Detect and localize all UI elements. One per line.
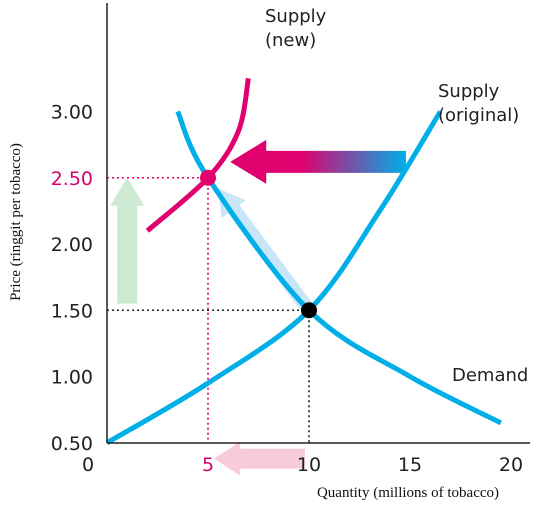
supply-original-label: Supply xyxy=(438,81,500,102)
x-tick-label: 10 xyxy=(297,454,321,476)
original-equilibrium-point xyxy=(301,302,317,319)
x-tick-label: 20 xyxy=(499,454,523,476)
annotation-arrows xyxy=(110,139,406,476)
y-axis-title: Price (ringgit per tobacco) xyxy=(8,143,24,301)
supply-shift-arrow xyxy=(230,139,406,184)
y-tick-label: 1.00 xyxy=(51,367,93,389)
supply-new-label: (new) xyxy=(265,30,316,51)
y-tick-label: 1.50 xyxy=(51,300,93,322)
curves xyxy=(105,77,503,445)
supply-new-label: Supply xyxy=(265,6,327,27)
demand-label: Demand xyxy=(452,365,528,386)
x-axis-title: Quantity (millions of tobacco) xyxy=(317,485,499,501)
supply-new-curve xyxy=(145,77,251,233)
curve-labels: Supply (original) Supply (new) Demand xyxy=(265,6,528,386)
price-up-arrow xyxy=(110,177,145,304)
x-tick-label: 5 xyxy=(202,454,214,476)
quantity-down-arrow xyxy=(214,441,305,476)
y-tick-label: 0.50 xyxy=(51,433,93,455)
axis-ticks: 0.50 1.00 1.50 2.00 2.50 3.00 0 5 10 15 20 xyxy=(51,102,523,477)
x-tick-label: 0 xyxy=(82,454,94,476)
x-tick-label: 15 xyxy=(398,454,422,476)
y-tick-label: 2.00 xyxy=(51,234,93,256)
y-tick-label: 2.50 xyxy=(51,168,93,190)
new-equilibrium-point xyxy=(200,169,216,186)
supply-original-label: (original) xyxy=(438,105,519,126)
movement-along-demand-arrow xyxy=(218,188,315,315)
equilibrium-points xyxy=(200,169,317,319)
y-tick-label: 3.00 xyxy=(51,102,93,124)
guide-lines xyxy=(107,176,310,443)
